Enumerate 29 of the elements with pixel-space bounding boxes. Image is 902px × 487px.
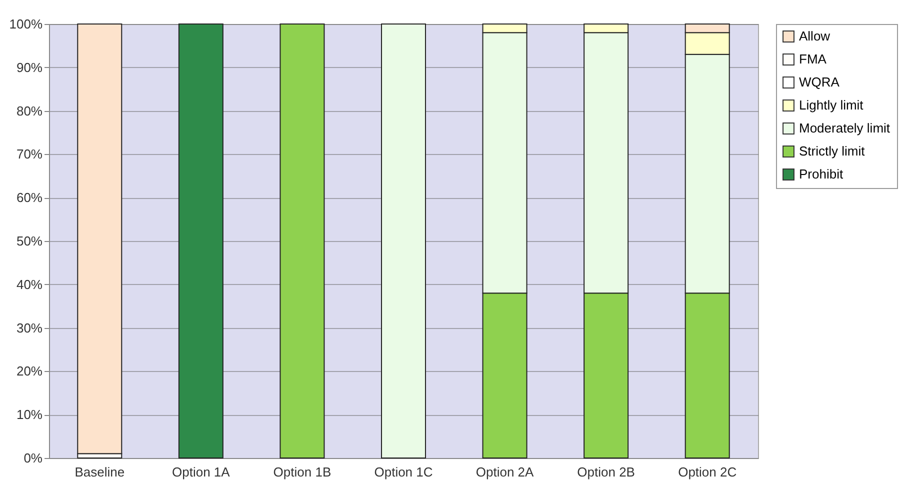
x-tick-label: Option 1C bbox=[374, 464, 433, 480]
legend-label: Lightly limit bbox=[799, 98, 864, 112]
legend-label: Allow bbox=[799, 28, 831, 44]
x-tick-label: Option 1B bbox=[273, 464, 332, 480]
y-tick-label: 50% bbox=[16, 234, 43, 248]
legend-label: Moderately limit bbox=[799, 120, 890, 136]
x-tick-label: Option 2A bbox=[476, 464, 534, 480]
y-tick-label: 90% bbox=[16, 60, 43, 75]
legend-label: WQRA bbox=[799, 74, 840, 90]
y-tick-label: 70% bbox=[16, 146, 43, 162]
legend-label: FMA bbox=[799, 52, 827, 66]
x-tick-label: Option 1A bbox=[172, 464, 230, 480]
x-tick-label: Option 2C bbox=[678, 464, 737, 480]
y-tick-label: 20% bbox=[16, 364, 43, 379]
legend-label: Strictly limit bbox=[799, 144, 866, 158]
y-tick-label: 10% bbox=[16, 407, 43, 422]
x-tick-label: Baseline bbox=[74, 464, 125, 480]
x-tick-label: Option 2B bbox=[577, 464, 635, 480]
y-tick-label: 60% bbox=[16, 190, 43, 206]
bar bbox=[381, 24, 426, 458]
legend-label: Prohibit bbox=[799, 166, 844, 182]
y-tick-label: 40% bbox=[16, 276, 43, 292]
y-tick-label: 30% bbox=[16, 320, 43, 336]
bar bbox=[77, 24, 122, 454]
y-tick-label: 100% bbox=[9, 16, 43, 32]
bar bbox=[280, 24, 325, 458]
y-tick-label: 0% bbox=[24, 450, 43, 466]
bar bbox=[178, 24, 224, 458]
y-tick-label: 80% bbox=[16, 103, 43, 118]
